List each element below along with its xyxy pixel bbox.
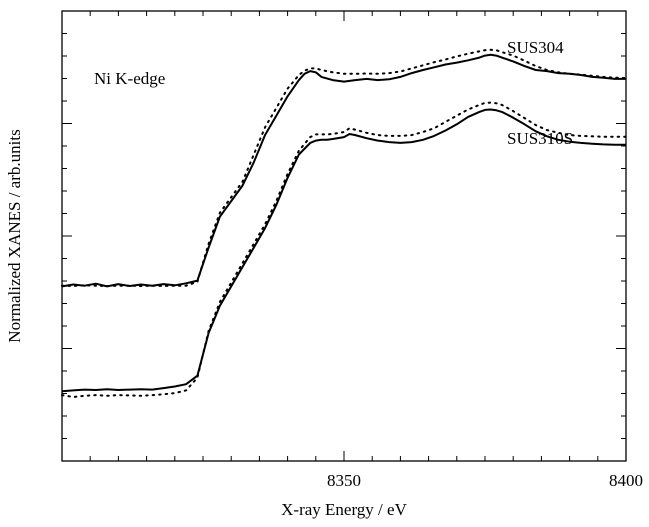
annotation-sus310s: SUS310S bbox=[507, 129, 573, 148]
series-line-sus304-dotted bbox=[61, 48, 627, 288]
x-axis-label: X-ray Energy / eV bbox=[281, 500, 407, 519]
axis-ticks bbox=[61, 10, 627, 462]
series-layer bbox=[61, 48, 627, 399]
x-tick-label-8350: 8350 bbox=[327, 471, 361, 490]
series-line-sus304-solid bbox=[61, 53, 626, 288]
y-axis-label: Normalized XANES / arb.units bbox=[5, 129, 24, 342]
x-tick-label-8400: 8400 bbox=[609, 471, 643, 490]
series-line-sus310s-dotted bbox=[61, 101, 627, 399]
annotation-ni-k-edge: Ni K-edge bbox=[94, 69, 165, 88]
annotation-sus304: SUS304 bbox=[507, 38, 564, 57]
series-line-sus310s-solid bbox=[61, 108, 626, 393]
